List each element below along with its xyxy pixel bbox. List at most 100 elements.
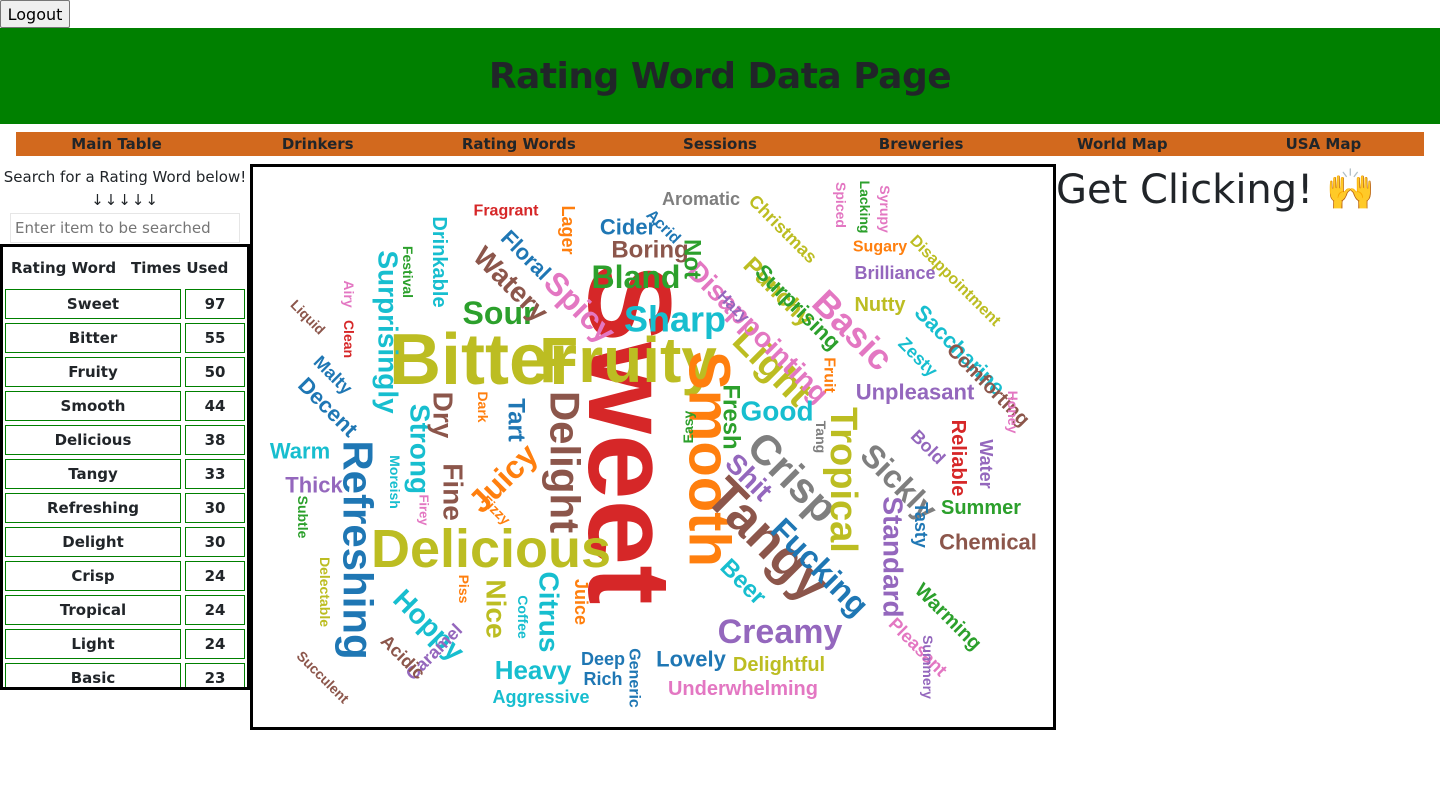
cloud-word-fragrant[interactable]: Fragrant	[474, 203, 540, 220]
search-input[interactable]	[10, 213, 240, 243]
cloud-word-nutty[interactable]: Nutty	[854, 294, 906, 316]
nav-world-map[interactable]: World Map	[1076, 135, 1168, 153]
word-cell[interactable]: Delight	[5, 527, 181, 557]
cloud-word-festival[interactable]: Festival	[400, 246, 416, 298]
cloud-word-generic[interactable]: Generic	[626, 648, 643, 708]
cloud-word-syrupy[interactable]: Syrupy	[877, 185, 893, 233]
cloud-word-sour[interactable]: Sour	[463, 295, 536, 331]
cloud-word-sugary[interactable]: Sugary	[853, 239, 907, 256]
cloud-word-delight[interactable]: Delight	[542, 391, 589, 533]
table-row[interactable]: Bitter 55	[3, 323, 247, 353]
nav-usa-map[interactable]: USA Map	[1285, 135, 1362, 153]
cloud-word-citrus[interactable]: Citrus	[534, 572, 565, 653]
cloud-word-surprisingly[interactable]: Surprisingly	[373, 250, 404, 414]
cloud-word-tasty[interactable]: Tasty	[911, 502, 931, 548]
cloud-word-fruit[interactable]: Fruit	[821, 357, 838, 393]
cloud-word-lovely[interactable]: Lovely	[656, 647, 726, 672]
cloud-word-water[interactable]: Water	[976, 439, 996, 488]
word-cell[interactable]: Delicious	[5, 425, 181, 455]
logout-button[interactable]: Logout	[0, 0, 70, 28]
cloud-word-bland[interactable]: Bland	[592, 259, 681, 295]
cloud-word-sharp[interactable]: Sharp	[624, 299, 726, 340]
cloud-word-warm[interactable]: Warm	[270, 439, 330, 464]
cloud-word-strong[interactable]: Strong	[405, 404, 436, 494]
cloud-word-nice[interactable]: Nice	[481, 579, 512, 638]
word-cell[interactable]: Sweet	[5, 289, 181, 319]
word-cell[interactable]: Tropical	[5, 595, 181, 625]
table-row[interactable]: Delicious 38	[3, 425, 247, 455]
cloud-word-dry[interactable]: Dry	[428, 392, 459, 439]
cloud-word-bitter[interactable]: Bitter	[389, 320, 577, 400]
cloud-word-chemical[interactable]: Chemical	[939, 530, 1037, 555]
cloud-word-sweet[interactable]: Sweet	[563, 263, 695, 604]
cloud-word-tang[interactable]: Tang	[813, 421, 829, 453]
cloud-word-thick[interactable]: Thick	[285, 473, 343, 498]
cloud-word-rich[interactable]: Rich	[583, 669, 622, 689]
cloud-word-not[interactable]: Not	[679, 239, 706, 279]
nav-breweries[interactable]: Breweries	[878, 135, 964, 153]
cloud-word-delectable[interactable]: Delectable	[317, 557, 333, 627]
cloud-word-bold[interactable]: Bold	[907, 426, 949, 468]
cloud-word-lager[interactable]: Lager	[558, 205, 578, 254]
table-row[interactable]: Fruity 50	[3, 357, 247, 387]
word-cell[interactable]: Smooth	[5, 391, 181, 421]
table-row[interactable]: Basic 23	[3, 663, 247, 687]
cloud-word-summery[interactable]: Summery	[920, 635, 936, 699]
cloud-word-honey[interactable]: Honey	[1005, 391, 1021, 434]
cloud-word-airy[interactable]: Airy	[341, 280, 357, 307]
table-row[interactable]: Light 24	[3, 629, 247, 659]
cloud-word-heavy[interactable]: Heavy	[495, 655, 572, 685]
cloud-word-firey[interactable]: Firey	[417, 494, 432, 526]
cloud-word-easy[interactable]: Easy	[680, 410, 696, 443]
cloud-word-deep[interactable]: Deep	[581, 649, 625, 669]
cloud-word-delightful[interactable]: Delightful	[733, 654, 825, 676]
cloud-word-juice[interactable]: Juice	[571, 579, 591, 625]
cloud-word-fruity[interactable]: Fruity	[539, 324, 717, 396]
cloud-word-unpleasant[interactable]: Unpleasant	[856, 380, 975, 405]
cloud-word-fine[interactable]: Fine	[438, 463, 469, 521]
word-cell[interactable]: Basic	[5, 663, 181, 687]
cloud-word-aromatic[interactable]: Aromatic	[662, 189, 740, 209]
cloud-word-brilliance[interactable]: Brilliance	[854, 263, 935, 283]
word-cell[interactable]: Tangy	[5, 459, 181, 489]
cloud-word-tropical[interactable]: Tropical	[822, 407, 864, 553]
cloud-word-underwhelming[interactable]: Underwhelming	[668, 678, 818, 700]
table-row[interactable]: Delight 30	[3, 527, 247, 557]
cloud-word-refreshing[interactable]: Refreshing	[335, 440, 382, 659]
word-cell[interactable]: Refreshing	[5, 493, 181, 523]
cloud-word-creamy[interactable]: Creamy	[718, 613, 843, 651]
word-cell[interactable]: Light	[5, 629, 181, 659]
cloud-word-summer[interactable]: Summer	[941, 497, 1021, 519]
cloud-word-lacking[interactable]: Lacking	[857, 181, 873, 234]
cloud-word-piss[interactable]: Piss	[456, 575, 472, 604]
nav-main-table[interactable]: Main Table	[71, 135, 162, 153]
cloud-word-reliable[interactable]: Reliable	[947, 420, 969, 497]
cloud-word-delicious[interactable]: Delicious	[371, 519, 611, 579]
nav-drinkers[interactable]: Drinkers	[281, 135, 354, 153]
table-row[interactable]: Refreshing 30	[3, 493, 247, 523]
cloud-word-coffee[interactable]: Coffee	[515, 595, 531, 639]
nav-sessions[interactable]: Sessions	[683, 135, 757, 153]
cloud-word-subtle[interactable]: Subtle	[295, 496, 311, 539]
nav-rating-words[interactable]: Rating Words	[461, 135, 576, 153]
cloud-word-moreish[interactable]: Moreish	[387, 455, 403, 509]
word-cell[interactable]: Bitter	[5, 323, 181, 353]
table-row[interactable]: Tropical 24	[3, 595, 247, 625]
cloud-word-spiced[interactable]: Spiced	[833, 182, 849, 228]
table-row[interactable]: Sweet 97	[3, 289, 247, 319]
cloud-word-liquid[interactable]: Liquid	[287, 296, 328, 337]
cloud-word-clean[interactable]: Clean	[341, 320, 357, 358]
cloud-word-tart[interactable]: Tart	[503, 398, 530, 442]
cloud-word-boring[interactable]: Boring	[611, 237, 688, 264]
table-row[interactable]: Crisp 24	[3, 561, 247, 591]
cloud-word-aggressive[interactable]: Aggressive	[492, 687, 589, 707]
word-cell[interactable]: Fruity	[5, 357, 181, 387]
table-row[interactable]: Tangy 33	[3, 459, 247, 489]
cloud-word-standard[interactable]: Standard	[878, 496, 909, 617]
table-row[interactable]: Smooth 44	[3, 391, 247, 421]
cloud-word-good[interactable]: Good	[740, 396, 813, 427]
cloud-word-fresh[interactable]: Fresh	[718, 384, 745, 449]
cloud-word-dark[interactable]: Dark	[475, 391, 491, 422]
cloud-word-smooth[interactable]: Smooth	[677, 351, 742, 567]
word-cell[interactable]: Crisp	[5, 561, 181, 591]
